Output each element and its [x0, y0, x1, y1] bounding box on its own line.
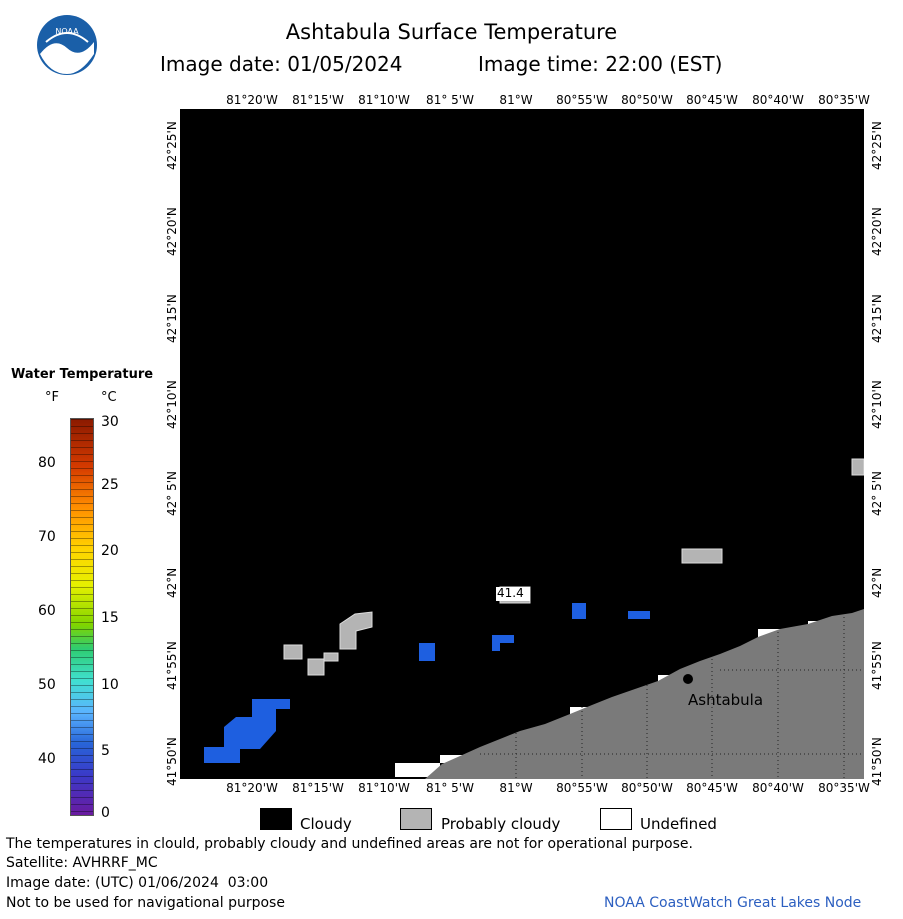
c-tick: 10: [101, 677, 119, 693]
f-tick: 50: [38, 677, 56, 693]
water-temperature-pixel: [204, 747, 240, 763]
unit-fahrenheit: °F: [45, 390, 59, 405]
legend-label-probably-cloudy: Probably cloudy: [441, 815, 561, 833]
image-time: Image time: 22:00 (EST): [478, 52, 723, 76]
c-tick: 5: [101, 743, 110, 759]
c-tick: 25: [101, 477, 119, 493]
x-tick-top-5: 80°55'W: [556, 93, 608, 107]
f-tick: 40: [38, 751, 56, 767]
noaa-logo: NOAA: [36, 14, 98, 76]
probably-cloudy-patch: [283, 644, 303, 660]
colorbar: [70, 418, 94, 816]
f-tick: 60: [38, 603, 56, 619]
y-tick-left-3: 42°10'N: [165, 380, 179, 429]
map-title: Ashtabula Surface Temperature: [285, 20, 618, 44]
c-tick: 30: [101, 414, 119, 430]
logo-text: NOAA: [55, 27, 79, 36]
y-tick-left-0: 42°25'N: [165, 121, 179, 170]
y-tick-right-2: 42°15'N: [870, 294, 884, 343]
x-tick-top-9: 80°35'W: [818, 93, 870, 107]
x-tick-bottom-5: 80°55'W: [556, 781, 608, 795]
y-tick-right-3: 42°10'N: [870, 380, 884, 429]
y-tick-left-6: 41°55'N: [165, 641, 179, 690]
x-tick-top-3: 81° 5'W: [426, 93, 474, 107]
x-tick-bottom-2: 81°10'W: [358, 781, 410, 795]
x-tick-top-6: 80°50'W: [621, 93, 673, 107]
city-label: Ashtabula: [688, 691, 764, 709]
y-tick-right-4: 42° 5'N: [870, 471, 884, 516]
x-tick-bottom-9: 80°35'W: [818, 781, 870, 795]
x-tick-top-4: 81°W: [499, 93, 533, 107]
probably-cloudy-patch: [323, 652, 339, 662]
x-tick-bottom-1: 81°15'W: [292, 781, 344, 795]
c-tick: 20: [101, 543, 119, 559]
temperature-map: [180, 109, 865, 779]
x-tick-bottom-0: 81°20'W: [226, 781, 278, 795]
x-tick-top-2: 81°10'W: [358, 93, 410, 107]
undefined-area: [395, 763, 440, 777]
c-tick: 15: [101, 610, 119, 626]
probably-cloudy-patch: [681, 548, 723, 564]
x-tick-bottom-6: 80°50'W: [621, 781, 673, 795]
probably-cloudy-patch: [851, 458, 865, 476]
water-temperature-pixel: [572, 603, 586, 619]
credit-text: NOAA CoastWatch Great Lakes Node: [604, 895, 862, 911]
water-temperature-pixel: [224, 699, 290, 749]
y-tick-left-7: 41°50'N: [165, 737, 179, 786]
image-date: Image date: 01/05/2024: [160, 52, 403, 76]
city-marker: [683, 674, 693, 684]
buoy-label: 41.4: [497, 586, 524, 600]
disclaimer-text: The temperatures in clould, probably clo…: [6, 836, 693, 852]
x-tick-bottom-3: 81° 5'W: [426, 781, 474, 795]
colorbar-title: Water Temperature: [11, 367, 154, 382]
c-tick: 0: [101, 805, 110, 821]
x-tick-bottom-8: 80°40'W: [752, 781, 804, 795]
land-area: [425, 609, 864, 779]
unit-celsius: °C: [101, 390, 117, 405]
x-tick-bottom-7: 80°45'W: [686, 781, 738, 795]
f-tick: 80: [38, 455, 56, 471]
water-temperature-pixel: [419, 643, 435, 661]
x-tick-top-8: 80°40'W: [752, 93, 804, 107]
water-temperature-pixel: [492, 635, 514, 651]
utc-date-text: Image date: (UTC) 01/06/2024 03:00: [6, 875, 269, 891]
y-tick-left-1: 42°20'N: [165, 207, 179, 256]
x-tick-top-1: 81°15'W: [292, 93, 344, 107]
f-tick: 70: [38, 529, 56, 545]
y-tick-left-4: 42° 5'N: [165, 471, 179, 516]
y-tick-right-5: 42°N: [870, 567, 884, 598]
water-temperature-pixel: [628, 611, 650, 619]
y-tick-right-6: 41°55'N: [870, 641, 884, 690]
satellite-text: Satellite: AVHRRF_MC: [6, 855, 158, 871]
graticule: [480, 613, 864, 779]
undefined-area: [440, 755, 465, 763]
y-tick-right-1: 42°20'N: [870, 207, 884, 256]
probably-cloudy-patch: [307, 658, 325, 676]
buoy-label-box: [496, 587, 530, 601]
legend-swatch-probably-cloudy: [400, 808, 432, 830]
legend-swatch-undefined: [600, 808, 632, 830]
y-tick-right-0: 42°25'N: [870, 121, 884, 170]
y-tick-right-7: 41°50'N: [870, 737, 884, 786]
x-tick-top-0: 81°20'W: [226, 93, 278, 107]
legend-label-cloudy: Cloudy: [300, 815, 352, 833]
navigation-warning: Not to be used for navigational purpose: [6, 895, 285, 911]
probably-cloudy-patch: [339, 611, 373, 650]
legend-label-undefined: Undefined: [640, 815, 717, 833]
legend-swatch-cloudy: [260, 808, 292, 830]
x-tick-top-7: 80°45'W: [686, 93, 738, 107]
y-tick-left-5: 42°N: [165, 567, 179, 598]
y-tick-left-2: 42°15'N: [165, 294, 179, 343]
x-tick-bottom-4: 81°W: [499, 781, 533, 795]
